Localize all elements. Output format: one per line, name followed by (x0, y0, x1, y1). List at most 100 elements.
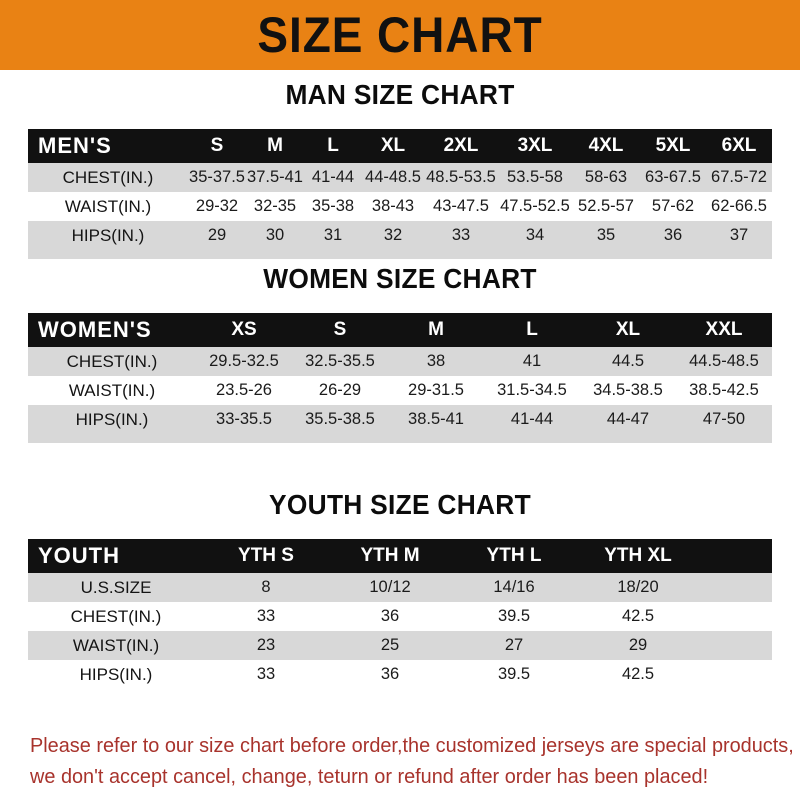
row-label: U.S.SIZE (80, 577, 152, 597)
table-row: HIPS(IN.) 29 30 31 32 33 34 35 36 37 (28, 221, 772, 250)
women-table-bottom-strip (28, 434, 772, 443)
women-size-header: XS (231, 319, 257, 340)
table-cell: 62-66.5 (711, 197, 767, 215)
row-label: HIPS(IN.) (71, 225, 145, 245)
table-cell: 29.5-32.5 (209, 352, 279, 370)
table-row: CHEST(IN.) 29.5-32.5 32.5-35.5 38 41 44.… (28, 347, 772, 376)
men-size-header: M (267, 135, 283, 156)
table-cell: 27 (504, 636, 524, 654)
table-cell: 37.5-41 (247, 168, 303, 186)
table-cell: 38.5-41 (408, 410, 464, 428)
table-cell: 33 (256, 665, 276, 683)
row-label: CHEST(IN.) (66, 351, 158, 371)
table-cell: 31.5-34.5 (497, 381, 567, 399)
women-size-section: WOMEN SIZE CHART WOMEN'S XS S M L XL XXL (28, 262, 772, 443)
table-row: HIPS(IN.) 33-35.5 35.5-38.5 38.5-41 41-4… (28, 405, 772, 434)
men-size-header: L (327, 135, 339, 156)
table-cell: 35-37.5 (189, 168, 245, 186)
table-row: HIPS(IN.) 33 36 39.5 42.5 (28, 660, 772, 689)
men-size-section: MAN SIZE CHART MEN'S S M L XL 2XL 3XL 4X… (28, 78, 772, 259)
men-size-header: 3XL (517, 135, 553, 156)
men-size-header: S (210, 135, 224, 156)
women-header-label: WOMEN'S (38, 317, 152, 342)
table-cell: 32-35 (253, 197, 297, 215)
table-cell: 44-48.5 (365, 168, 421, 186)
order-policy-note: Please refer to our size chart before or… (30, 730, 794, 792)
row-label: WAIST(IN.) (68, 380, 156, 400)
table-cell: 38-43 (371, 197, 415, 215)
youth-header-label: YOUTH (38, 543, 120, 568)
table-cell: 33-35.5 (216, 410, 272, 428)
table-cell: 29-32 (195, 197, 239, 215)
table-cell: 29 (628, 636, 648, 654)
women-size-header: M (428, 319, 444, 340)
page-title: SIZE CHART (257, 7, 543, 63)
youth-size-header: YTH L (486, 545, 542, 566)
table-cell: 31 (323, 226, 343, 244)
table-cell: 37 (729, 226, 749, 244)
table-cell: 33 (451, 226, 471, 244)
table-cell: 38 (426, 352, 446, 370)
table-cell: 39.5 (497, 607, 531, 625)
table-row: CHEST(IN.) 33 36 39.5 42.5 (28, 602, 772, 631)
youth-size-table: YOUTH YTH S YTH M YTH L YTH XL U.S.SIZE … (28, 539, 772, 689)
table-cell: 36 (663, 226, 683, 244)
table-cell: 41-44 (510, 410, 554, 428)
table-cell: 38.5-42.5 (689, 381, 759, 399)
men-size-header: 6XL (721, 135, 757, 156)
women-size-header: L (526, 319, 538, 340)
table-cell: 63-67.5 (645, 168, 701, 186)
table-row: CHEST(IN.) 35-37.5 37.5-41 41-44 44-48.5… (28, 163, 772, 192)
table-cell: 35 (596, 226, 616, 244)
table-cell: 52.5-57 (578, 197, 634, 215)
page-banner: SIZE CHART (0, 0, 800, 70)
youth-size-header: YTH XL (604, 545, 672, 566)
table-cell: 29 (207, 226, 227, 244)
men-size-header: 2XL (443, 135, 479, 156)
table-cell: 23 (256, 636, 276, 654)
table-row: WAIST(IN.) 23.5-26 26-29 29-31.5 31.5-34… (28, 376, 772, 405)
row-label: CHEST(IN.) (70, 606, 162, 626)
women-size-header: XL (615, 319, 641, 340)
youth-size-header: YTH M (360, 545, 420, 566)
men-size-header: 5XL (655, 135, 691, 156)
table-cell: 34.5-38.5 (593, 381, 663, 399)
order-policy-line-2: we don't accept cancel, change, teturn o… (30, 765, 709, 788)
row-label: HIPS(IN.) (75, 409, 149, 429)
table-cell-empty (700, 660, 772, 689)
men-size-table: MEN'S S M L XL 2XL 3XL 4XL 5XL 6XL CHEST… (28, 129, 772, 250)
table-cell: 25 (380, 636, 400, 654)
table-cell: 39.5 (497, 665, 531, 683)
table-cell: 44-47 (606, 410, 650, 428)
table-cell: 53.5-58 (507, 168, 563, 186)
table-cell: 42.5 (621, 665, 655, 683)
table-cell: 14/16 (493, 578, 535, 596)
table-cell: 48.5-53.5 (426, 168, 496, 186)
women-size-header: XXL (705, 319, 743, 340)
table-cell: 35-38 (311, 197, 355, 215)
row-label: CHEST(IN.) (62, 167, 154, 187)
table-cell: 23.5-26 (216, 381, 272, 399)
table-cell: 18/20 (617, 578, 659, 596)
table-cell: 41 (522, 352, 542, 370)
table-cell: 33 (256, 607, 276, 625)
youth-size-header: YTH S (238, 545, 294, 566)
table-cell: 26-29 (318, 381, 362, 399)
table-cell: 57-62 (651, 197, 695, 215)
table-cell: 47.5-52.5 (500, 197, 570, 215)
table-row: WAIST(IN.) 29-32 32-35 35-38 38-43 43-47… (28, 192, 772, 221)
youth-header-row: YOUTH YTH S YTH M YTH L YTH XL (28, 539, 772, 573)
table-cell: 34 (525, 226, 545, 244)
women-size-table: WOMEN'S XS S M L XL XXL CHEST(IN.) 29.5-… (28, 313, 772, 434)
table-cell: 47-50 (702, 410, 746, 428)
youth-section-title: YOUTH SIZE CHART (269, 489, 531, 520)
table-cell: 44.5 (611, 352, 645, 370)
table-cell: 30 (265, 226, 285, 244)
table-cell: 29-31.5 (408, 381, 464, 399)
table-cell: 58-63 (584, 168, 628, 186)
table-cell: 44.5-48.5 (689, 352, 759, 370)
order-policy-line-1: Please refer to our size chart before or… (30, 734, 794, 757)
women-section-title: WOMEN SIZE CHART (263, 263, 537, 294)
women-header-row: WOMEN'S XS S M L XL XXL (28, 313, 772, 347)
